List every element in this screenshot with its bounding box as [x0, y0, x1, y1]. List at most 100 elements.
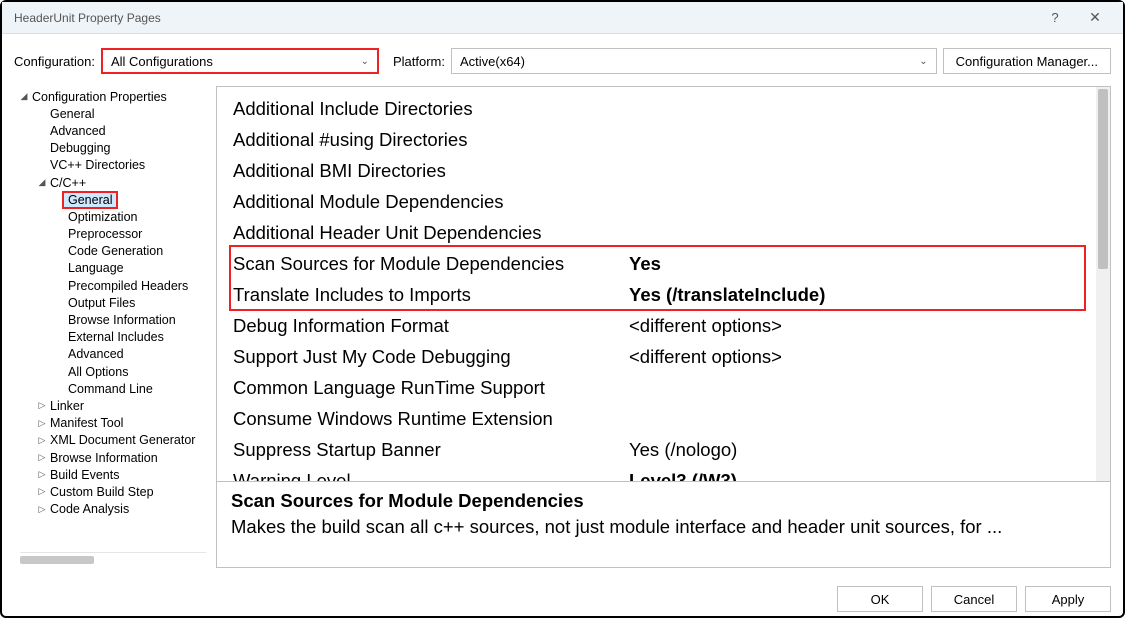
- tree-item[interactable]: ◢C/C++: [14, 174, 212, 191]
- tree-item[interactable]: Language: [14, 260, 212, 277]
- tree-item-label: General: [50, 107, 94, 121]
- tree-item[interactable]: ▷Browse Information: [14, 449, 212, 466]
- tree-item-label: XML Document Generator: [50, 433, 195, 447]
- tree-item[interactable]: ◢Configuration Properties: [14, 88, 212, 105]
- configuration-dropdown[interactable]: All Configurations ⌄: [101, 48, 379, 74]
- property-value: Yes: [629, 253, 1100, 275]
- right-column: Additional Include Directories Additional…: [216, 86, 1111, 568]
- property-name: Additional #using Directories: [233, 129, 629, 151]
- tree-item-label: All Options: [68, 365, 128, 379]
- tree-item-label: C/C++: [50, 176, 86, 190]
- property-value: Yes (/translateInclude): [629, 284, 1100, 306]
- close-button[interactable]: ✕: [1075, 4, 1115, 32]
- property-tree: ◢Configuration PropertiesGeneralAdvanced…: [14, 86, 212, 568]
- configuration-label: Configuration:: [14, 54, 95, 69]
- tree-arrow-icon: ▷: [36, 435, 48, 446]
- tree-item[interactable]: ▷Custom Build Step: [14, 483, 212, 500]
- tree-arrow-icon: ▷: [36, 452, 48, 463]
- property-name: Additional Module Dependencies: [233, 191, 629, 213]
- property-row[interactable]: Support Just My Code Debugging<different…: [233, 341, 1100, 372]
- configuration-manager-button[interactable]: Configuration Manager...: [943, 48, 1111, 74]
- property-row[interactable]: Common Language RunTime Support: [233, 372, 1100, 403]
- tree-item-label: Browse Information: [68, 313, 176, 327]
- property-row[interactable]: Debug Information Format<different optio…: [233, 310, 1100, 341]
- property-row[interactable]: Consume Windows Runtime Extension: [233, 403, 1100, 434]
- tree-arrow-icon: ▷: [36, 469, 48, 480]
- tree-item-label: Preprocessor: [68, 227, 142, 241]
- tree-item-label: Command Line: [68, 382, 153, 396]
- property-row[interactable]: Additional Header Unit Dependencies: [233, 217, 1100, 248]
- tree-item-label: Manifest Tool: [50, 416, 123, 430]
- apply-button[interactable]: Apply: [1025, 586, 1111, 612]
- property-grid: Additional Include Directories Additional…: [217, 87, 1110, 481]
- tree-item-label: External Includes: [68, 330, 164, 344]
- tree-item-label: Linker: [50, 399, 84, 413]
- tree-item[interactable]: Advanced: [14, 122, 212, 139]
- configuration-value: All Configurations: [111, 54, 213, 69]
- dialog-footer: OK Cancel Apply: [837, 586, 1111, 612]
- tree-item[interactable]: ▷XML Document Generator: [14, 432, 212, 449]
- tree-item[interactable]: Output Files: [14, 294, 212, 311]
- tree-item-label: Custom Build Step: [50, 485, 154, 499]
- platform-value: Active(x64): [460, 54, 525, 69]
- tree-item-label: VC++ Directories: [50, 158, 145, 172]
- tree-item[interactable]: VC++ Directories: [14, 157, 212, 174]
- tree-item[interactable]: ▷Code Analysis: [14, 501, 212, 518]
- body-area: ◢Configuration PropertiesGeneralAdvanced…: [2, 86, 1123, 576]
- platform-dropdown[interactable]: Active(x64) ⌄: [451, 48, 937, 74]
- help-button[interactable]: ?: [1035, 4, 1075, 32]
- tree-item[interactable]: General: [14, 105, 212, 122]
- property-name: Warning Level: [233, 470, 629, 482]
- property-row[interactable]: Additional Module Dependencies: [233, 186, 1100, 217]
- cancel-button[interactable]: Cancel: [931, 586, 1017, 612]
- tree-item[interactable]: Optimization: [14, 208, 212, 225]
- tree-item[interactable]: External Includes: [14, 329, 212, 346]
- property-name: Consume Windows Runtime Extension: [233, 408, 629, 430]
- property-value: Level3 (/W3): [629, 470, 1100, 482]
- property-row[interactable]: Additional #using Directories: [233, 124, 1100, 155]
- platform-label: Platform:: [393, 54, 445, 69]
- tree-item[interactable]: Command Line: [14, 380, 212, 397]
- tree-item[interactable]: Precompiled Headers: [14, 277, 212, 294]
- property-row[interactable]: Scan Sources for Module DependenciesYes: [233, 248, 1100, 279]
- tree-item[interactable]: ▷Manifest Tool: [14, 415, 212, 432]
- property-row[interactable]: Warning LevelLevel3 (/W3): [233, 465, 1100, 481]
- tree-item[interactable]: Browse Information: [14, 311, 212, 328]
- tree-arrow-icon: ◢: [18, 91, 30, 102]
- tree-item[interactable]: ▷Linker: [14, 397, 212, 414]
- ok-button[interactable]: OK: [837, 586, 923, 612]
- tree-arrow-icon: ▷: [36, 486, 48, 497]
- tree-horizontal-scrollbar[interactable]: [20, 552, 206, 566]
- vertical-scrollbar[interactable]: [1096, 87, 1110, 481]
- property-name: Additional Include Directories: [233, 98, 629, 120]
- tree-item-label: Precompiled Headers: [68, 279, 188, 293]
- chevron-down-icon: ⌄: [919, 56, 927, 67]
- property-name: Debug Information Format: [233, 315, 629, 337]
- tree-item-label: Build Events: [50, 468, 119, 482]
- tree-arrow-icon: ▷: [36, 418, 48, 429]
- tree-item-label: Configuration Properties: [32, 90, 167, 104]
- property-row[interactable]: Translate Includes to ImportsYes (/trans…: [233, 279, 1100, 310]
- property-row[interactable]: Additional Include Directories: [233, 93, 1100, 124]
- tree-item-label: Advanced: [68, 347, 124, 361]
- property-name: Translate Includes to Imports: [233, 284, 629, 306]
- tree-item-label: Browse Information: [50, 451, 158, 465]
- tree-item[interactable]: Code Generation: [14, 243, 212, 260]
- property-name: Support Just My Code Debugging: [233, 346, 629, 368]
- property-name: Scan Sources for Module Dependencies: [233, 253, 629, 275]
- property-row[interactable]: Suppress Startup BannerYes (/nologo): [233, 434, 1100, 465]
- property-row[interactable]: Additional BMI Directories: [233, 155, 1100, 186]
- titlebar: HeaderUnit Property Pages ? ✕: [2, 2, 1123, 34]
- tree-item[interactable]: Preprocessor: [14, 226, 212, 243]
- tree-arrow-icon: ◢: [36, 177, 48, 188]
- tree-item[interactable]: ▷Build Events: [14, 466, 212, 483]
- tree-item[interactable]: All Options: [14, 363, 212, 380]
- window-title: HeaderUnit Property Pages: [14, 11, 1035, 25]
- tree-item[interactable]: Advanced: [14, 346, 212, 363]
- description-title: Scan Sources for Module Dependencies: [231, 490, 1096, 512]
- tree-item[interactable]: General: [14, 191, 212, 208]
- property-name: Additional Header Unit Dependencies: [233, 222, 629, 244]
- property-value: <different options>: [629, 315, 1100, 337]
- tree-item-label: Debugging: [50, 141, 110, 155]
- tree-item[interactable]: Debugging: [14, 140, 212, 157]
